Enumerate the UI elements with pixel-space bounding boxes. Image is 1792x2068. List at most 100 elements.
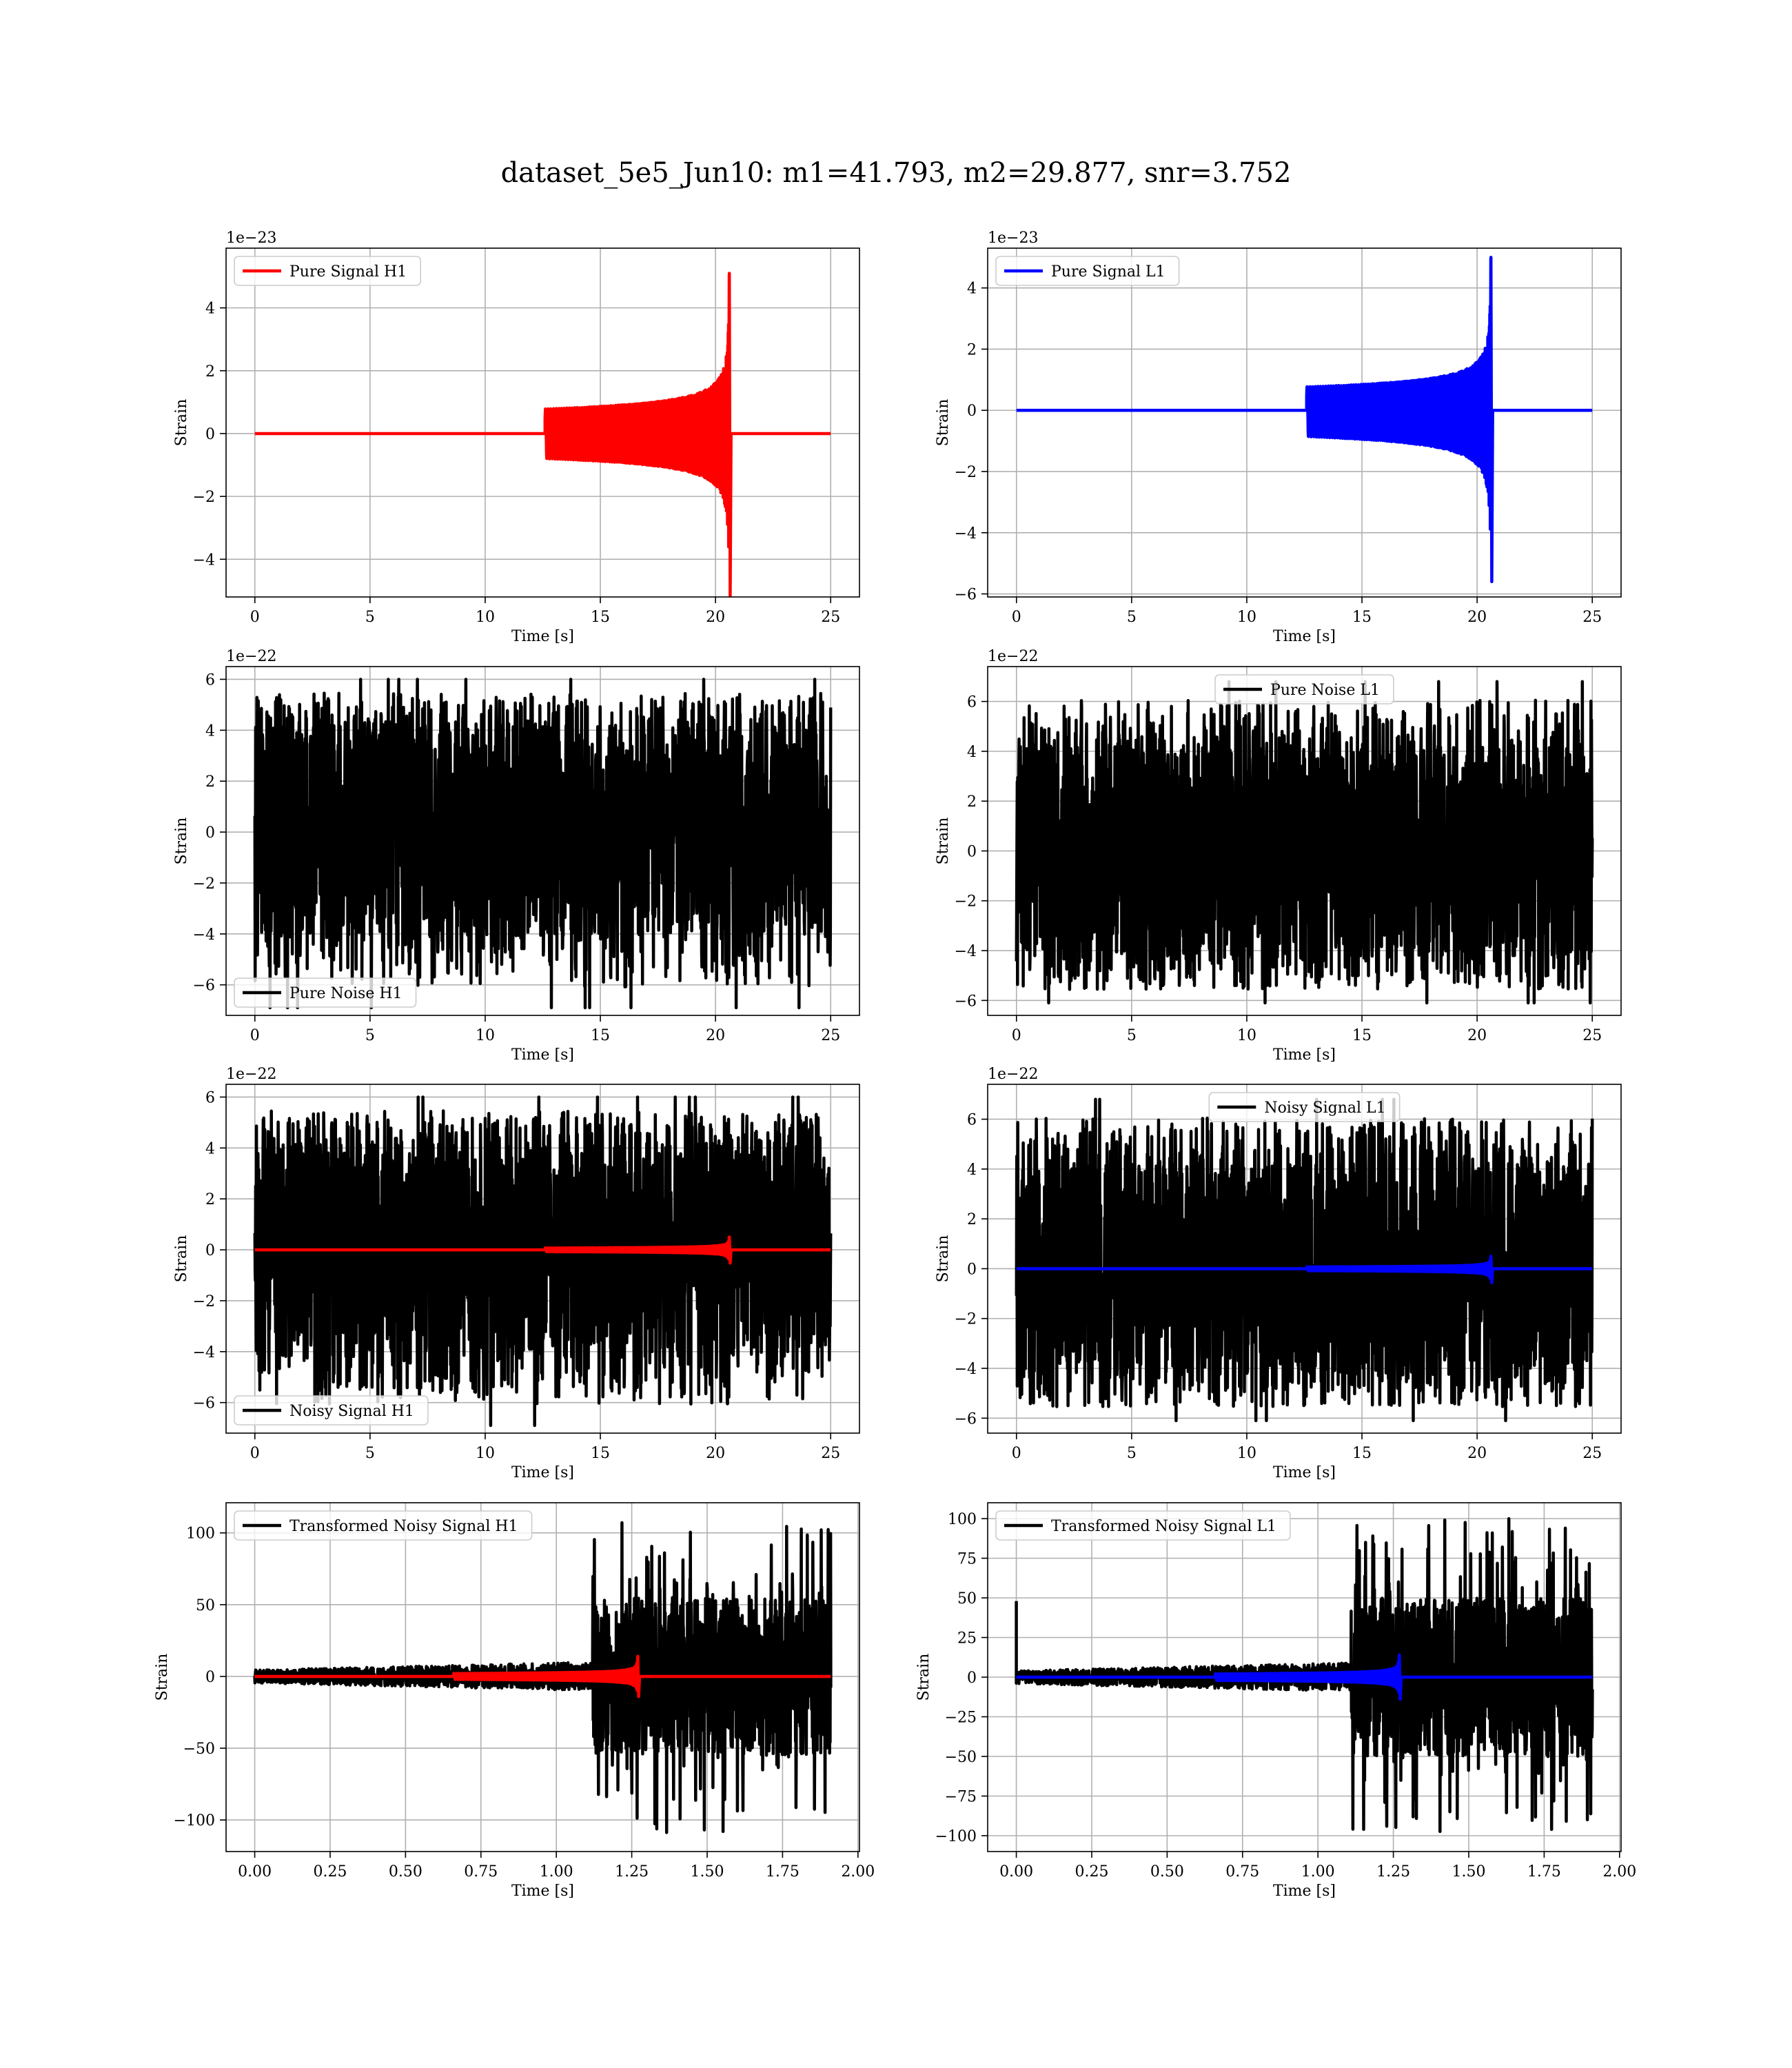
legend-label: Transformed Noisy Signal H1 — [289, 1518, 518, 1535]
y-tick-label: 4 — [967, 281, 977, 298]
y-tick-label: −25 — [945, 1710, 977, 1727]
axes-frame — [225, 1502, 860, 1852]
y-axis-label: Strain — [173, 399, 190, 447]
legend-box — [995, 256, 1180, 286]
legend-label: Pure Noise L1 — [1270, 682, 1380, 699]
x-tick-label: 0.25 — [1075, 1863, 1108, 1881]
x-tick-label: 2.00 — [1602, 1863, 1636, 1881]
x-tick-label: 0.75 — [1225, 1863, 1259, 1881]
legend-box — [234, 977, 417, 1008]
x-tick-label: 25 — [821, 1445, 840, 1462]
axis-offset-text: 1e−23 — [226, 230, 276, 247]
x-tick-label: 5 — [1127, 609, 1137, 626]
y-tick-label: −50 — [945, 1749, 977, 1766]
subplot-pure-noise-h1: 0 5 10 15 20 25 −6 −4 −2 0 2 4 6 Time [s] Strain 1e−22 P… — [173, 648, 860, 1064]
series-line-pure-signal-h1 — [254, 272, 831, 597]
y-tick-label: 2 — [205, 773, 215, 791]
y-tick-label: 6 — [205, 1089, 215, 1106]
y-tick-label: 50 — [196, 1597, 215, 1614]
x-tick-label: 15 — [591, 609, 610, 626]
series-line-signal-overlay — [1016, 1255, 1593, 1284]
axes-frame — [987, 1084, 1622, 1434]
x-tick-label: 2.00 — [841, 1863, 875, 1881]
y-tick-label: 6 — [967, 1112, 977, 1129]
x-tick-label: 20 — [1467, 1027, 1487, 1044]
y-axis-label: Strain — [935, 399, 952, 447]
legend-label: Noisy Signal L1 — [1264, 1099, 1385, 1117]
y-tick-label: 2 — [967, 341, 977, 358]
y-tick-label: 2 — [967, 1211, 977, 1228]
axis-offset-text: 1e−23 — [988, 230, 1038, 247]
axis-offset-text: 1e−22 — [226, 1066, 276, 1083]
x-axis-label: Time [s] — [511, 1883, 574, 1900]
y-tick-label: −4 — [193, 551, 215, 569]
y-tick-label: 6 — [967, 694, 977, 711]
x-tick-label: 1.50 — [1452, 1863, 1486, 1881]
x-tick-label: 5 — [1127, 1445, 1137, 1462]
x-tick-label: 0.25 — [313, 1863, 347, 1881]
y-axis-label: Strain — [935, 818, 952, 865]
legend: Pure Noise H1 — [234, 977, 417, 1008]
y-tick-label: 100 — [948, 1511, 977, 1528]
x-tick-label: 0.50 — [1150, 1863, 1184, 1881]
series-line-signal-overlay — [254, 1654, 831, 1699]
y-axis-label: Strain — [915, 1654, 933, 1701]
x-tick-label: 0 — [250, 1027, 260, 1044]
y-tick-label: −100 — [935, 1828, 977, 1845]
x-tick-label: 25 — [1582, 1445, 1602, 1462]
series-line-noisy-signal-l1 — [1015, 1097, 1594, 1423]
legend: Pure Noise L1 — [1214, 674, 1394, 704]
y-tick-label: −2 — [955, 893, 977, 911]
y-axis-label: Strain — [935, 1235, 952, 1283]
y-tick-label: 2 — [205, 1191, 215, 1208]
x-axis-label: Time [s] — [511, 1046, 574, 1064]
series-line-signal-overlay — [254, 1235, 831, 1265]
subplot-noisy-signal-h1: 0 5 10 15 20 25 −6 −4 −2 0 2 4 6 Time [s] Strain 1e−22 N… — [173, 1066, 860, 1481]
axis-offset-text: 1e−22 — [226, 648, 276, 665]
subplot-pure-signal-l1: 0 5 10 15 20 25 −6 −4 −2 0 2 4 Time [s] Strain 1e−23 Pu… — [935, 230, 1622, 645]
y-tick-label: −6 — [955, 587, 977, 604]
axis-offset-text: 1e−22 — [988, 1066, 1038, 1083]
legend: Noisy Signal H1 — [234, 1395, 429, 1426]
y-tick-label: −4 — [955, 1361, 977, 1378]
legend-label: Transformed Noisy Signal L1 — [1051, 1518, 1276, 1535]
y-tick-label: −2 — [193, 875, 215, 893]
y-tick-label: −2 — [193, 1293, 215, 1310]
x-tick-label: 10 — [1237, 609, 1256, 626]
x-tick-label: 15 — [1352, 609, 1372, 626]
y-tick-label: 4 — [205, 301, 215, 318]
legend-box — [995, 1510, 1291, 1541]
axes-frame — [225, 1084, 860, 1434]
y-tick-label: 50 — [957, 1590, 977, 1608]
x-axis-label: Time [s] — [1273, 1464, 1336, 1481]
y-tick-label: −4 — [955, 943, 977, 960]
y-tick-label: 0 — [205, 1242, 215, 1259]
y-tick-label: 75 — [957, 1551, 977, 1568]
x-tick-label: 10 — [1237, 1445, 1256, 1462]
x-tick-label: 15 — [1352, 1445, 1372, 1462]
y-tick-label: 0 — [967, 1261, 977, 1278]
x-tick-label: 20 — [1467, 1445, 1487, 1462]
subplot-pure-signal-h1: 0 5 10 15 20 25 −4 −2 0 2 4 Time [s] Strain 1e−23 Pure… — [173, 230, 860, 645]
legend-label: Pure Noise H1 — [289, 985, 403, 1002]
x-tick-label: 5 — [365, 609, 375, 626]
subplot-noisy-signal-l1: 0 5 10 15 20 25 −6 −4 −2 0 2 4 6 Time [s] Strain 1e−22 N… — [935, 1066, 1622, 1481]
y-tick-label: 0 — [967, 403, 977, 420]
x-tick-label: 1.25 — [1376, 1863, 1410, 1881]
x-tick-label: 0.00 — [999, 1863, 1033, 1881]
y-axis-label: Strain — [173, 818, 190, 865]
x-tick-label: 5 — [1127, 1027, 1137, 1044]
x-tick-label: 10 — [476, 609, 495, 626]
y-tick-label: 0 — [205, 824, 215, 842]
legend-box — [234, 256, 422, 286]
legend-label: Noisy Signal H1 — [289, 1403, 414, 1420]
y-tick-label: −2 — [193, 489, 215, 506]
y-tick-label: −4 — [193, 1344, 215, 1361]
legend: Noisy Signal L1 — [1208, 1092, 1401, 1122]
y-tick-label: 4 — [967, 744, 977, 761]
y-tick-label: −6 — [193, 1395, 215, 1412]
x-tick-label: 25 — [1582, 609, 1602, 626]
legend: Transformed Noisy Signal L1 — [995, 1510, 1291, 1541]
legend: Pure Signal L1 — [995, 256, 1180, 286]
y-tick-label: 0 — [967, 843, 977, 860]
